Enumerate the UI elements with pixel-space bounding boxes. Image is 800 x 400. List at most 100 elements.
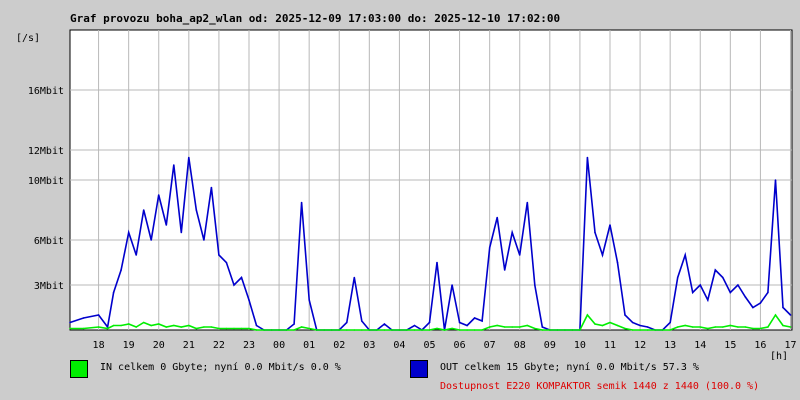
data-point-out (218, 254, 220, 256)
data-point-out (541, 326, 544, 328)
data-point-in (165, 326, 168, 328)
grid-lines (70, 30, 792, 330)
data-point-in (737, 326, 739, 328)
data-point-in (601, 324, 604, 327)
data-point-out (767, 291, 769, 294)
data-point-in (518, 326, 521, 328)
data-point-in (421, 329, 423, 331)
x-tick-label: 06 (454, 340, 466, 351)
y-tick-labels: 3Mbit 6Mbit 10Mbit 12Mbit 16Mbit (28, 86, 64, 292)
data-point-out (526, 201, 529, 204)
data-point-in (210, 326, 213, 328)
data-point-in (549, 329, 551, 331)
data-point-out (646, 326, 649, 328)
data-point-in (436, 327, 438, 330)
data-point-in (218, 327, 220, 330)
data-point-out (691, 291, 694, 294)
in-legend-swatch (70, 360, 88, 378)
data-point-out (669, 321, 671, 324)
data-point-in (203, 326, 205, 328)
data-point-out (518, 254, 521, 256)
traffic-chart: Graf provozu boha_ap2_wlan od: 2025-12-0… (16, 12, 797, 360)
x-tick-label: 23 (243, 340, 255, 351)
x-tick-label: 09 (544, 340, 556, 351)
x-tick-label: 04 (393, 340, 405, 351)
data-point-in (526, 324, 529, 327)
data-point-in (278, 329, 280, 331)
data-point-in (541, 329, 544, 331)
data-point-in (466, 329, 468, 331)
data-point-in (338, 329, 341, 331)
x-tick-label: 05 (423, 340, 435, 351)
data-point-in (496, 324, 499, 327)
data-point-in (263, 329, 265, 331)
availability-text: Dostupnost E220 KOMPAKTOR semik 1440 z 1… (440, 381, 760, 392)
data-point-out (586, 156, 589, 159)
data-point-out (69, 321, 71, 324)
data-point-in (556, 329, 559, 331)
data-point-in (188, 324, 190, 327)
data-point-in (391, 329, 393, 331)
data-point-out (714, 269, 717, 271)
data-point-in (300, 326, 303, 328)
data-point-in (112, 324, 115, 327)
data-point-in (69, 327, 71, 330)
data-point-in (722, 326, 724, 328)
data-point-in (616, 324, 619, 327)
x-tick-label: 10 (574, 340, 586, 351)
data-point-in (398, 329, 401, 331)
series-in (69, 313, 792, 331)
x-tick-label: 08 (514, 340, 526, 351)
data-point-in (481, 329, 483, 331)
data-point-in (759, 327, 762, 330)
data-point-out (473, 317, 476, 319)
data-point-out (759, 302, 762, 304)
data-point-out (135, 254, 137, 256)
x-tick-label: 02 (333, 340, 345, 351)
data-point-out (503, 269, 506, 271)
data-point-in (564, 329, 566, 331)
data-point-out (752, 306, 754, 309)
data-point-in (346, 329, 348, 331)
y-tick-label: 16Mbit (28, 86, 64, 97)
data-point-in (285, 329, 288, 331)
data-point-in (586, 314, 589, 316)
data-point-in (511, 326, 513, 328)
data-point-out (601, 254, 604, 256)
x-tick-label: 21 (183, 340, 195, 351)
data-point-in (270, 329, 273, 331)
data-point-in (534, 327, 536, 330)
x-tick-label: 03 (363, 340, 375, 351)
data-point-out (609, 224, 611, 226)
in-legend-text: IN celkem 0 Gbyte; nyní 0.0 Mbit/s 0.0 % (100, 362, 341, 373)
x-tick-label: 15 (724, 340, 736, 351)
x-tick-label: 14 (694, 340, 706, 351)
data-point-out (616, 261, 619, 264)
data-point-out (300, 201, 303, 204)
data-point-in (106, 327, 109, 330)
x-tick-label: 07 (484, 340, 496, 351)
data-point-out (782, 306, 784, 309)
data-point-in (180, 326, 183, 328)
data-point-in (127, 323, 130, 325)
data-point-in (120, 324, 122, 327)
data-point-in (195, 327, 198, 330)
data-point-in (368, 329, 371, 331)
data-point-in (639, 329, 641, 331)
x-tick-label: 19 (123, 340, 135, 351)
data-point-in (782, 324, 784, 327)
data-point-out (233, 284, 235, 286)
data-point-out (789, 314, 792, 316)
data-point-in (330, 329, 333, 331)
data-point-in (135, 326, 137, 328)
out-legend-swatch (410, 360, 428, 378)
data-point-out (248, 299, 250, 301)
data-point-in (323, 329, 326, 331)
data-point-in (571, 329, 574, 331)
data-point-in (428, 329, 431, 331)
data-point-out (511, 231, 513, 234)
data-point-out (676, 276, 679, 279)
data-point-in (255, 329, 258, 331)
data-point-in (624, 327, 626, 330)
